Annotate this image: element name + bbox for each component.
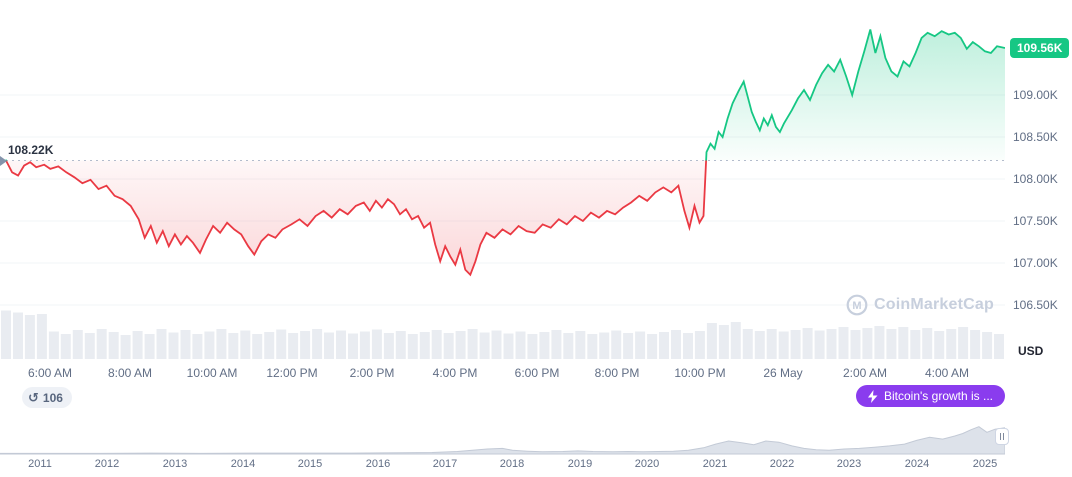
- year-label: 2024: [904, 458, 930, 470]
- year-label: 2013: [162, 458, 188, 470]
- y-axis-label: 108.00K: [1013, 172, 1058, 186]
- x-axis-label: 2:00 PM: [349, 366, 395, 380]
- range-handle[interactable]: [995, 428, 1009, 445]
- year-label: 2015: [297, 458, 323, 470]
- lightning-icon: [868, 389, 878, 403]
- y-axis-label: 107.50K: [1013, 214, 1058, 228]
- x-axis-label: 8:00 PM: [594, 366, 640, 380]
- year-label: 2019: [567, 458, 593, 470]
- history-clock-icon: ↺: [28, 390, 39, 405]
- range-selector-chart[interactable]: [0, 419, 1006, 456]
- date-range-selector[interactable]: [0, 419, 1006, 456]
- current-price-badge: 109.56K: [1010, 38, 1070, 58]
- year-label: 2018: [499, 458, 525, 470]
- year-label: 2011: [28, 458, 52, 470]
- y-axis-label: 109.00K: [1013, 88, 1058, 102]
- y-axis-label: 108.50K: [1013, 130, 1058, 144]
- svg-text:M: M: [852, 300, 861, 312]
- year-label: 2020: [634, 458, 660, 470]
- baseline-price-label: 108.22K: [8, 142, 54, 157]
- y-axis: 109.56K 109.00K 108.50K 108.00K 107.50K 107.…: [1005, 0, 1072, 360]
- plot-area[interactable]: 108.22K M CoinMarketCap: [0, 0, 1005, 360]
- x-axis-label: 2:00 AM: [842, 366, 888, 380]
- x-axis-label: 10:00 PM: [674, 366, 726, 380]
- x-axis: 6:00 AM 8:00 AM 10:00 AM 12:00 PM 2:00 PM 4:0…: [0, 366, 1005, 382]
- year-label: 2022: [769, 458, 795, 470]
- announcement-badge[interactable]: Bitcoin's growth is ...: [856, 385, 1005, 407]
- year-label: 2025: [972, 458, 998, 470]
- announcement-label: Bitcoin's growth is ...: [884, 389, 993, 403]
- year-label: 2023: [836, 458, 862, 470]
- history-count-badge[interactable]: ↺ 106: [22, 387, 72, 408]
- year-label: 2014: [230, 458, 256, 470]
- year-label: 2016: [365, 458, 391, 470]
- x-axis-label: 4:00 PM: [432, 366, 478, 380]
- year-label: 2021: [702, 458, 728, 470]
- history-count-label: 106: [42, 390, 63, 405]
- year-axis: 2011 2012 2013 2014 2015 2016 2017 2018 2019 2020…: [0, 458, 1005, 472]
- watermark-text: CoinMarketCap: [874, 296, 994, 313]
- x-axis-label: 26 May: [763, 366, 803, 380]
- x-axis-label: 4:00 AM: [924, 366, 970, 380]
- y-axis-label: 106.50K: [1013, 298, 1058, 312]
- x-axis-label: 10:00 AM: [186, 366, 238, 380]
- currency-label: USD: [1018, 344, 1044, 358]
- price-chart-svg[interactable]: [0, 0, 1005, 360]
- baseline-marker-icon: [0, 155, 7, 166]
- x-axis-label: 8:00 AM: [107, 366, 153, 380]
- year-label: 2017: [432, 458, 458, 470]
- coinmarketcap-watermark: M CoinMarketCap: [846, 294, 994, 316]
- x-axis-label: 6:00 PM: [514, 366, 560, 380]
- x-axis-label: 6:00 AM: [27, 366, 73, 380]
- y-axis-label: 107.00K: [1013, 256, 1058, 270]
- coinmarketcap-logo-icon: M: [846, 294, 868, 316]
- x-axis-label: 12:00 PM: [266, 366, 318, 380]
- year-label: 2012: [94, 458, 120, 470]
